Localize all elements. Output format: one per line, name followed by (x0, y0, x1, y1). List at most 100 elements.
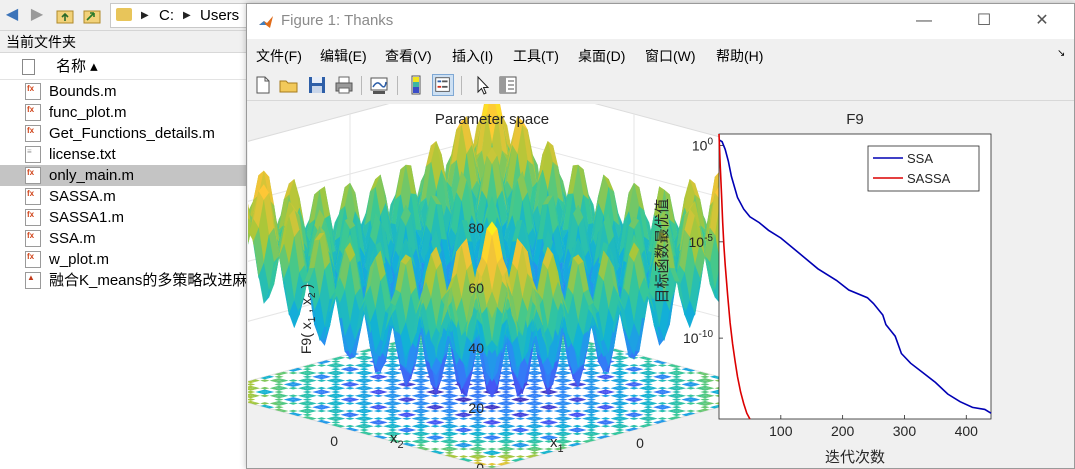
menu-window[interactable]: 窗口(W) (645, 48, 696, 64)
matlab-function-icon: fx (25, 251, 41, 268)
menu-view[interactable]: 查看(V) (385, 48, 432, 64)
file-list-item[interactable]: ▲ 融合K_means的多策略改进麻 (0, 270, 250, 291)
surface-zlabel: F9( x1 , x2 ) (298, 284, 318, 354)
surface-ylabel: x2 (390, 430, 404, 451)
name-column-header[interactable]: 名称 ▴ (56, 58, 98, 75)
matlab-function-icon: fx (25, 125, 41, 142)
figure-title: Figure 1: Thanks (281, 12, 394, 29)
surface-title: Parameter space (435, 111, 549, 128)
property-editor-icon[interactable] (497, 74, 519, 96)
menu-insert[interactable]: 插入(I) (452, 48, 494, 64)
arrow-right-icon[interactable]: ▶ (30, 6, 44, 23)
file-list-item[interactable]: fx func_plot.m (0, 102, 250, 123)
file-name: SSA.m (49, 230, 96, 247)
print-icon[interactable] (333, 74, 355, 96)
menu-edit[interactable]: 编辑(E) (320, 48, 367, 64)
file-list-item[interactable]: fx w_plot.m (0, 249, 250, 270)
convergence-ticks: 100 200 300 400 100 10-5 10-10 (683, 137, 978, 439)
convergence-plot[interactable]: 100 200 300 400 100 10-5 10-10 F9 迭代次数 目标函数最优值… (654, 111, 992, 466)
convergence-xlabel: 迭代次数 (825, 449, 885, 466)
file-name: only_main.m (49, 167, 135, 184)
file-type-column-icon (22, 59, 35, 75)
file-name: 融合K_means的多策略改进麻 (49, 272, 248, 289)
y-tick-label: 10-5 (689, 233, 714, 250)
convergence-title: F9 (846, 111, 864, 128)
surface-mesh (248, 104, 777, 468)
figure-title-bar[interactable]: Figure 1: Thanks — ☐ ✕ (247, 4, 1074, 39)
z-tick-label: 0 (476, 460, 484, 468)
z-tick-label: 20 (468, 400, 484, 416)
x-tick-label: 400 (955, 423, 979, 439)
file-name: SASSA.m (49, 188, 116, 205)
matlab-logo-icon (259, 16, 273, 28)
y-tick-label: 0 (330, 433, 338, 449)
folder-up-icon[interactable] (55, 6, 75, 26)
file-name: func_plot.m (49, 104, 127, 121)
series-line-sassa[interactable] (718, 133, 751, 420)
z-tick-label: 40 (468, 340, 484, 356)
text-file-icon: ≡ (25, 146, 41, 163)
open-file-icon[interactable] (278, 74, 300, 96)
chevron-right-icon[interactable]: ▶ (183, 10, 191, 21)
menu-desktop[interactable]: 桌面(D) (578, 48, 626, 64)
matlab-function-icon: fx (25, 104, 41, 121)
colorbar-icon[interactable] (405, 74, 427, 96)
x-tick-label: 100 (769, 423, 793, 439)
file-list: fx Bounds.m fx func_plot.m fx Get_Functions_d… (0, 81, 250, 291)
address-part[interactable]: C: (159, 7, 174, 24)
matlab-function-icon: fx (25, 83, 41, 100)
folder-icon (116, 8, 132, 21)
menu-tools[interactable]: 工具(T) (513, 48, 559, 64)
current-folder-title: 当前文件夹 (0, 31, 250, 53)
file-list-header[interactable]: 名称 ▴ (0, 54, 250, 80)
y-tick-label: 10-10 (683, 329, 713, 346)
minimize-button[interactable]: — (916, 12, 932, 29)
file-list-item[interactable]: ≡ license.txt (0, 144, 250, 165)
arrow-left-icon[interactable]: ◀ (5, 6, 19, 23)
y-tick-label: 100 (692, 137, 714, 154)
convergence-ylabel: 目标函数最优值 (654, 198, 671, 303)
address-bar[interactable]: ▶ C: ▶ Users (110, 3, 260, 28)
file-list-item[interactable]: fx SSA.m (0, 228, 250, 249)
x-tick-label: 200 (831, 423, 855, 439)
menu-file[interactable]: 文件(F) (256, 48, 302, 64)
figure-toolbar (247, 71, 1074, 101)
address-part[interactable]: Users (200, 7, 240, 24)
file-name: license.txt (49, 146, 116, 163)
menu-help[interactable]: 帮助(H) (716, 48, 764, 64)
legend-entry[interactable]: SSA (907, 151, 933, 166)
convergence-series (718, 133, 992, 420)
matlab-function-icon: fx (25, 188, 41, 205)
z-tick-label: 80 (468, 220, 484, 236)
close-button[interactable]: ✕ (1035, 12, 1049, 29)
file-name: SASSA1.m (49, 209, 125, 226)
new-figure-icon[interactable] (252, 74, 274, 96)
file-list-item[interactable]: fx only_main.m (0, 165, 250, 186)
save-icon[interactable] (306, 74, 328, 96)
figure-window: Figure 1: Thanks — ☐ ✕ 文件(F) 编辑(E) 查看(V)… (246, 3, 1075, 469)
x-tick-label: 0 (636, 435, 644, 451)
file-list-item[interactable]: fx Get_Functions_details.m (0, 123, 250, 144)
legend-entry[interactable]: SASSA (907, 171, 951, 186)
link-plot-icon[interactable] (368, 74, 390, 96)
dock-arrow-icon[interactable]: ↘ (1057, 48, 1066, 59)
surface-xlabel: x1 (550, 434, 564, 455)
file-list-item[interactable]: fx SASSA.m (0, 186, 250, 207)
live-script-icon: ▲ (25, 272, 41, 289)
series-line-ssa[interactable] (718, 139, 992, 414)
file-name: Bounds.m (49, 83, 117, 100)
matlab-function-icon: fx (25, 230, 41, 247)
browse-folder-icon[interactable] (82, 6, 102, 26)
convergence-legend[interactable]: SSA SASSA (867, 145, 980, 192)
maximize-button[interactable]: ☐ (976, 12, 992, 29)
file-name: w_plot.m (49, 251, 110, 268)
legend-icon[interactable] (432, 74, 454, 96)
file-list-item[interactable]: fx Bounds.m (0, 81, 250, 102)
file-list-item[interactable]: fx SASSA1.m (0, 207, 250, 228)
pointer-icon[interactable] (471, 74, 493, 96)
chevron-right-icon[interactable]: ▶ (141, 10, 149, 21)
